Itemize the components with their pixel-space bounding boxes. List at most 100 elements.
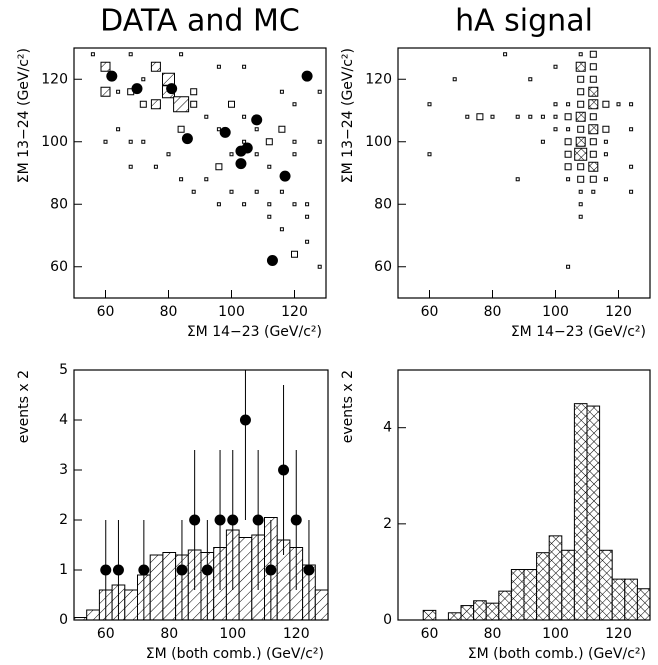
x-axis-label: ΣM (both comb.) (GeV/c²) bbox=[468, 646, 646, 662]
x-tick-label: 80 bbox=[484, 626, 502, 642]
x-tick-label: 100 bbox=[219, 626, 246, 642]
mc-box bbox=[589, 75, 597, 83]
y-tick-label: 100 bbox=[365, 134, 392, 150]
mc-box bbox=[229, 152, 234, 157]
mc-box bbox=[566, 102, 571, 107]
mc-box bbox=[589, 150, 597, 158]
histogram-bar bbox=[548, 535, 563, 621]
mc-box bbox=[204, 177, 209, 182]
y-tick-label: 120 bbox=[41, 71, 68, 87]
y-tick-label: 5 bbox=[59, 362, 68, 378]
mc-box bbox=[216, 127, 221, 132]
data-point bbox=[252, 514, 264, 526]
mc-box bbox=[476, 113, 484, 121]
mc-box bbox=[242, 114, 247, 119]
mc-box bbox=[577, 125, 585, 133]
mc-box bbox=[540, 139, 545, 144]
y-tick-label: 60 bbox=[374, 259, 392, 275]
mc-box bbox=[128, 52, 133, 57]
data-point bbox=[265, 564, 277, 576]
mc-box bbox=[216, 202, 221, 207]
mc-box bbox=[578, 52, 583, 57]
mc-box bbox=[553, 127, 558, 132]
histogram-bar bbox=[561, 549, 575, 621]
mc-box bbox=[603, 177, 608, 182]
histogram-bar bbox=[149, 554, 164, 621]
histogram-bar bbox=[510, 569, 525, 621]
mc-box bbox=[591, 189, 596, 194]
y-tick-label: 4 bbox=[59, 412, 68, 428]
histogram-bar bbox=[523, 569, 538, 621]
mc-box bbox=[242, 202, 247, 207]
histogram-bar bbox=[624, 578, 638, 621]
mc-box bbox=[588, 161, 599, 172]
mc-box bbox=[452, 77, 457, 82]
mc-box bbox=[254, 152, 259, 157]
histogram-bar bbox=[162, 552, 177, 621]
mc-box bbox=[292, 139, 297, 144]
mc-box bbox=[515, 114, 520, 119]
y-axis-label: events x 2 bbox=[340, 370, 356, 443]
y-tick-label: 2 bbox=[383, 516, 392, 532]
mc-box bbox=[515, 177, 520, 182]
data-point bbox=[235, 158, 247, 170]
mc-box bbox=[139, 100, 147, 108]
histogram-bar bbox=[314, 589, 329, 621]
chart-title: hA signal bbox=[455, 4, 593, 39]
mc-box bbox=[150, 99, 161, 110]
mc-box bbox=[190, 100, 198, 108]
data-point bbox=[219, 126, 231, 138]
mc-box bbox=[305, 214, 310, 219]
mc-box bbox=[578, 202, 583, 207]
data-point bbox=[278, 464, 290, 476]
x-tick-label: 120 bbox=[605, 304, 632, 320]
data-point bbox=[251, 114, 263, 126]
mc-box bbox=[229, 189, 234, 194]
mc-box bbox=[616, 102, 621, 107]
mc-box bbox=[279, 227, 284, 232]
data-point bbox=[106, 70, 118, 82]
histogram-bar bbox=[636, 588, 651, 621]
mc-box bbox=[553, 114, 558, 119]
mc-box bbox=[566, 127, 571, 132]
mc-box bbox=[603, 139, 608, 144]
mc-box bbox=[602, 100, 610, 108]
data-point bbox=[181, 133, 193, 145]
mc-box bbox=[577, 163, 585, 171]
y-axis-label: events x 2 bbox=[16, 370, 32, 443]
mc-box bbox=[588, 86, 599, 97]
mc-box bbox=[317, 89, 322, 94]
mc-box bbox=[577, 75, 585, 83]
mc-box bbox=[254, 189, 259, 194]
mc-box bbox=[305, 202, 310, 207]
mc-box bbox=[490, 114, 495, 119]
mc-box bbox=[603, 152, 608, 157]
mc-box bbox=[90, 52, 95, 57]
mc-box bbox=[265, 138, 273, 146]
histogram-bar bbox=[460, 605, 475, 621]
histogram-bar bbox=[573, 403, 588, 621]
mc-box bbox=[503, 52, 508, 57]
x-tick-label: 100 bbox=[542, 626, 569, 642]
mc-box bbox=[153, 164, 158, 169]
histogram-bar bbox=[473, 600, 487, 621]
mc-box bbox=[602, 125, 610, 133]
data-point bbox=[227, 514, 239, 526]
y-tick-label: 0 bbox=[59, 612, 68, 628]
mc-box bbox=[577, 175, 585, 183]
mc-box bbox=[427, 102, 432, 107]
plot-frame bbox=[73, 369, 329, 621]
mc-box bbox=[574, 147, 588, 161]
mc-box bbox=[191, 189, 196, 194]
mc-box bbox=[564, 163, 572, 171]
histogram-bar bbox=[599, 549, 613, 621]
x-tick-label: 80 bbox=[160, 304, 178, 320]
data-point bbox=[189, 514, 201, 526]
data-point bbox=[138, 564, 150, 576]
x-tick-label: 60 bbox=[97, 304, 115, 320]
mc-box bbox=[575, 111, 586, 122]
histogram-bar bbox=[447, 612, 462, 621]
mc-box bbox=[305, 239, 310, 244]
mc-box bbox=[100, 61, 111, 72]
data-point bbox=[279, 170, 291, 182]
